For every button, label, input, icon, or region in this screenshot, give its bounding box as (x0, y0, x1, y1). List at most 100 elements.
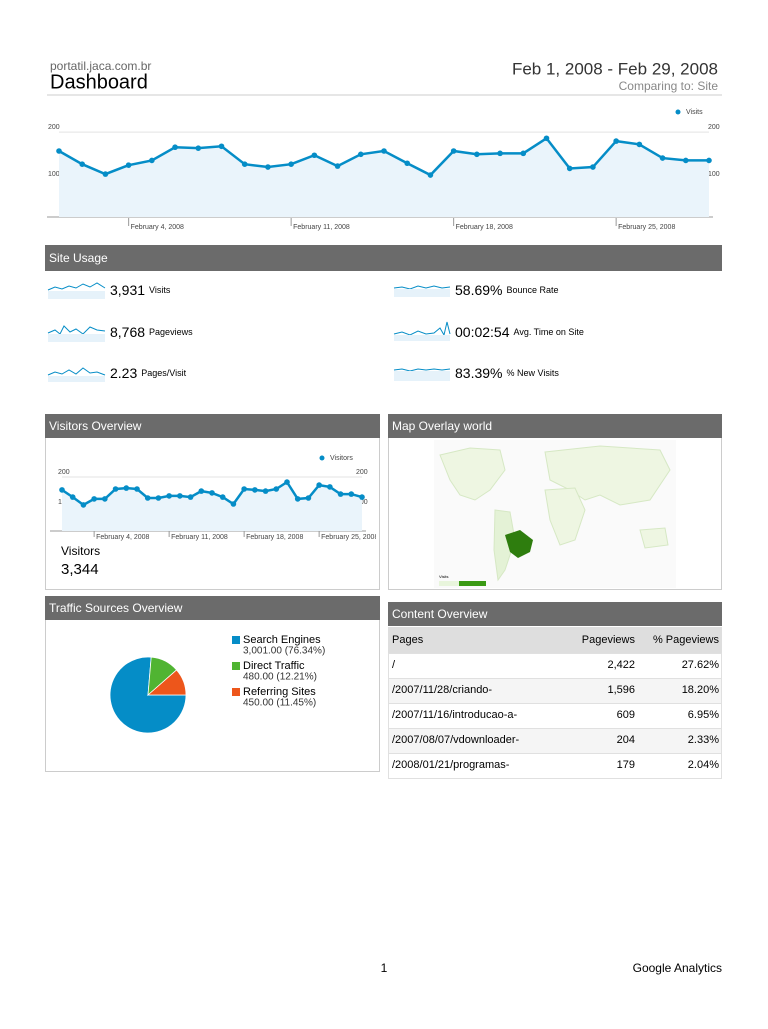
map-country (505, 530, 533, 558)
map-land (439, 447, 506, 501)
table-cell: / (392, 659, 396, 671)
legend-label: Visits (686, 109, 703, 116)
legend-swatch (232, 636, 240, 644)
metric-value: 2.23 (110, 365, 137, 381)
table-cell: /2007/08/07/vdownloader- (392, 734, 520, 746)
metric-label: Pages/Visit (141, 368, 186, 378)
data-label: 3,001.00 (76.34%) (243, 646, 325, 657)
panel-header (388, 414, 722, 438)
metric-label: Avg. Time on Site (514, 327, 584, 337)
sparkline (47, 282, 106, 291)
area (59, 138, 709, 217)
point (334, 163, 341, 169)
legend-swatch (675, 109, 681, 115)
content-table: Pages Pageviews % Pageviews / 2,422 27.62% /20… (388, 627, 722, 779)
panel-title: Site Usage (49, 251, 108, 265)
point (56, 148, 62, 154)
point (404, 160, 411, 167)
pie-slice (146, 669, 187, 696)
x-tick-label: February 25, 2008 (321, 534, 378, 541)
table-header-row (388, 627, 722, 653)
panel-title: Visitors Overview (49, 419, 142, 433)
sparkline (393, 285, 451, 290)
metrics: 3,931 Visits 8,768 Pageviews 2.23 Pages/Visit… (110, 282, 584, 381)
point (311, 152, 318, 159)
point (177, 493, 183, 499)
point (316, 482, 322, 488)
metric: 00:02:54 Avg. Time on Site (455, 324, 584, 340)
table-cell: /2007/11/28/criando- (392, 684, 492, 696)
date-range[interactable]: Feb 1, 2008 - Feb 29, 2008 (512, 59, 718, 78)
point (59, 487, 65, 493)
x-tick-label: February 4, 2008 (96, 534, 149, 541)
point (241, 161, 248, 167)
metric: 2.23 Pages/Visit (110, 365, 187, 381)
sparkline (47, 367, 106, 376)
legend-swatch (232, 662, 240, 670)
total-label: Visitors (61, 544, 100, 558)
point (543, 135, 550, 142)
point (262, 488, 269, 494)
table-cell: 18.20% (682, 684, 720, 696)
point (284, 479, 290, 485)
table-row (388, 728, 722, 754)
point (155, 495, 162, 501)
legend-label: Visitors (330, 455, 353, 462)
point (125, 162, 132, 168)
point (305, 495, 312, 501)
table-row (388, 653, 722, 679)
point (497, 150, 503, 157)
column-header: Pageviews (582, 634, 636, 646)
point (337, 491, 344, 497)
point (682, 157, 689, 164)
point (123, 485, 130, 491)
point (706, 157, 712, 164)
sparkline-fill (48, 334, 105, 342)
point (209, 490, 215, 496)
sparkline (393, 321, 451, 337)
point (252, 487, 258, 493)
sparkline-fill (394, 289, 450, 297)
page-title: Dashboard (50, 71, 148, 93)
sparkline-fill (394, 371, 450, 381)
point (381, 148, 387, 154)
map-legend-scale (439, 581, 459, 586)
table-cell: /2008/01/21/programas- (392, 759, 510, 771)
point (450, 148, 457, 154)
y2-tick-label: 200 (708, 124, 720, 131)
point (590, 164, 596, 170)
legend-swatch (319, 455, 325, 461)
metric: 83.39% % New Visits (455, 365, 559, 381)
point (427, 172, 434, 178)
x-tick-label: February 18, 2008 (246, 534, 303, 541)
point (218, 143, 225, 150)
table-cell: 1,596 (607, 684, 635, 696)
panel-header (388, 602, 722, 626)
metric-label: Visits (149, 285, 171, 295)
point (230, 501, 237, 507)
panel-title: Map Overlay world (392, 419, 492, 433)
panel-title: Content Overview (392, 607, 488, 621)
point (613, 138, 619, 144)
sparkline-fills (48, 289, 450, 382)
point (80, 502, 87, 508)
point (273, 486, 280, 492)
table-cell: 609 (617, 709, 635, 721)
point (659, 155, 666, 161)
legend-label: Direct Traffic (243, 660, 305, 672)
x-tick-label: February 11, 2008 (293, 224, 350, 231)
point (102, 496, 108, 502)
map-land (493, 509, 516, 582)
table-cell: 204 (617, 734, 635, 746)
panel-header (45, 596, 380, 620)
point (265, 164, 271, 170)
panel-header (45, 414, 380, 438)
y2-tick-label: 100 (708, 171, 720, 178)
map-land (639, 527, 669, 549)
metric-value: 00:02:54 (455, 324, 510, 340)
x-tick-label: February 11, 2008 (171, 534, 228, 541)
point (79, 161, 86, 167)
table-cell: 2.33% (688, 734, 719, 746)
metric-label: Bounce Rate (506, 285, 558, 295)
